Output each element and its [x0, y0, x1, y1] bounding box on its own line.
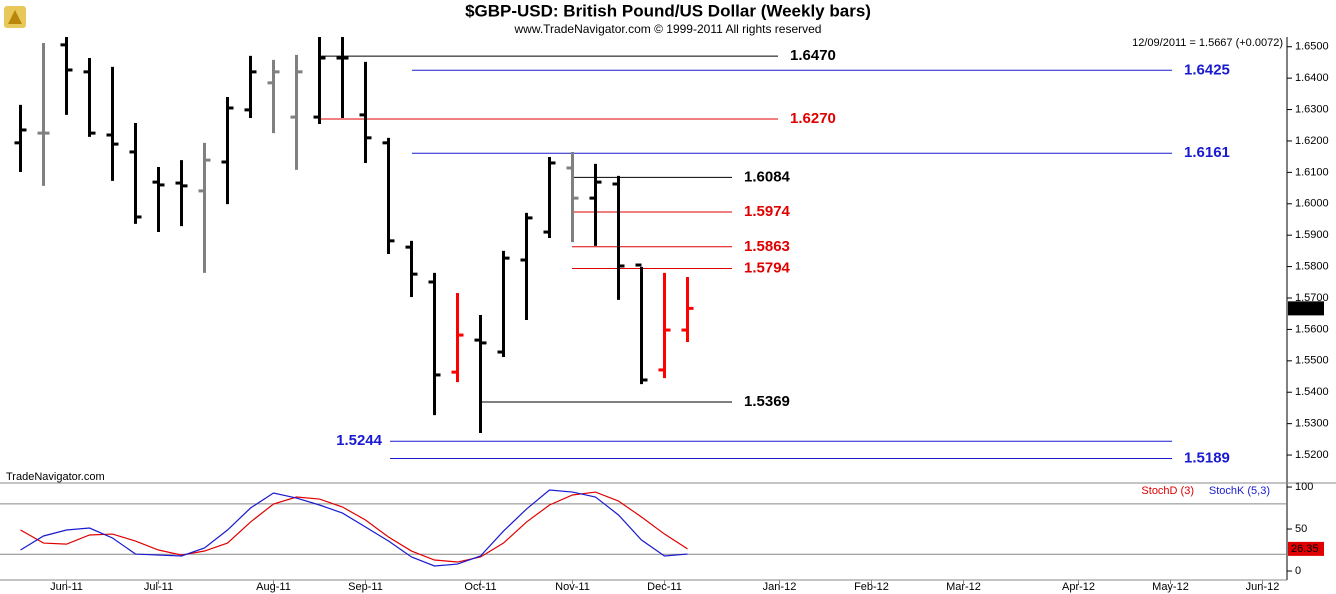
level-label: 1.6084 [744, 168, 791, 185]
x-tick-label: Jul-11 [144, 581, 173, 593]
x-tick-label: Apr-12 [1062, 581, 1095, 593]
indicator-line [20, 489, 688, 567]
x-tick-label: Jun-11 [50, 581, 83, 593]
legend-stochd: StochD (3) [1141, 485, 1194, 497]
level-label: 1.5244 [336, 432, 383, 449]
watermark: TradeNavigator.com [6, 471, 105, 483]
x-tick-label: Sep-11 [348, 581, 383, 593]
y-tick-label: 1.5800 [1295, 261, 1329, 273]
y-tick-label: 1.6200 [1295, 135, 1329, 147]
y-tick-label: 100 [1295, 481, 1313, 493]
y-tick-label: 0 [1295, 565, 1301, 577]
last-price-label: 1.5667 [1291, 302, 1325, 314]
x-tick-label: Dec-11 [647, 581, 682, 593]
x-tick-label: Jan-12 [763, 581, 797, 593]
level-label: 1.6470 [790, 47, 836, 64]
y-tick-label: 1.6400 [1295, 72, 1329, 84]
level-label: 1.6161 [1184, 144, 1230, 161]
last-price-box [1288, 301, 1324, 316]
level-label: 1.6270 [790, 110, 836, 127]
y-tick-label: 1.5600 [1295, 323, 1329, 335]
x-tick-label: Jun-12 [1246, 581, 1280, 593]
chart-subtitle: www.TradeNavigator.com © 1999-2011 All r… [514, 22, 822, 36]
level-label: 1.5189 [1184, 449, 1230, 466]
value-label: 26.35 [1291, 543, 1319, 555]
x-tick-label: Nov-11 [555, 581, 590, 593]
logo [4, 6, 26, 28]
price-header: 12/09/2011 = 1.5667 (+0.0072) [1132, 37, 1283, 49]
y-tick-label: 1.5900 [1295, 229, 1329, 241]
level-label: 1.5369 [744, 393, 790, 410]
y-tick-label: 1.5300 [1295, 418, 1329, 430]
x-tick-label: Oct-11 [464, 581, 496, 593]
y-tick-label: 1.5500 [1295, 355, 1329, 367]
y-tick-label: 1.5200 [1295, 449, 1329, 461]
y-tick-label: 1.6300 [1295, 103, 1329, 115]
value-label-box [1288, 541, 1324, 556]
level-label: 1.5974 [744, 203, 791, 220]
y-tick-label: 1.6500 [1295, 41, 1329, 53]
y-tick-label: 1.6000 [1295, 198, 1329, 210]
indicator-line [20, 491, 688, 563]
x-tick-label: May-12 [1152, 581, 1189, 593]
level-label: 1.5794 [744, 259, 791, 276]
level-label: 1.5863 [744, 238, 790, 255]
x-tick-label: Mar-12 [946, 581, 981, 593]
chart-title: $GBP-USD: British Pound/US Dollar (Weekl… [465, 1, 871, 20]
y-tick-label: 50 [1295, 523, 1307, 535]
level-label: 1.6425 [1184, 61, 1230, 78]
x-tick-label: Feb-12 [854, 581, 889, 593]
plot: Jun-11 Jul-11 Aug-11 Sep-11 Oct-11 Nov-11 Dec-… [0, 37, 1329, 593]
legend-stochk: StochK (5,3) [1209, 485, 1270, 497]
y-tick-label: 1.5700 [1295, 292, 1329, 304]
x-tick-label: Aug-11 [256, 581, 291, 593]
y-tick-label: 1.5400 [1295, 386, 1329, 398]
y-tick-label: 1.6100 [1295, 166, 1329, 178]
